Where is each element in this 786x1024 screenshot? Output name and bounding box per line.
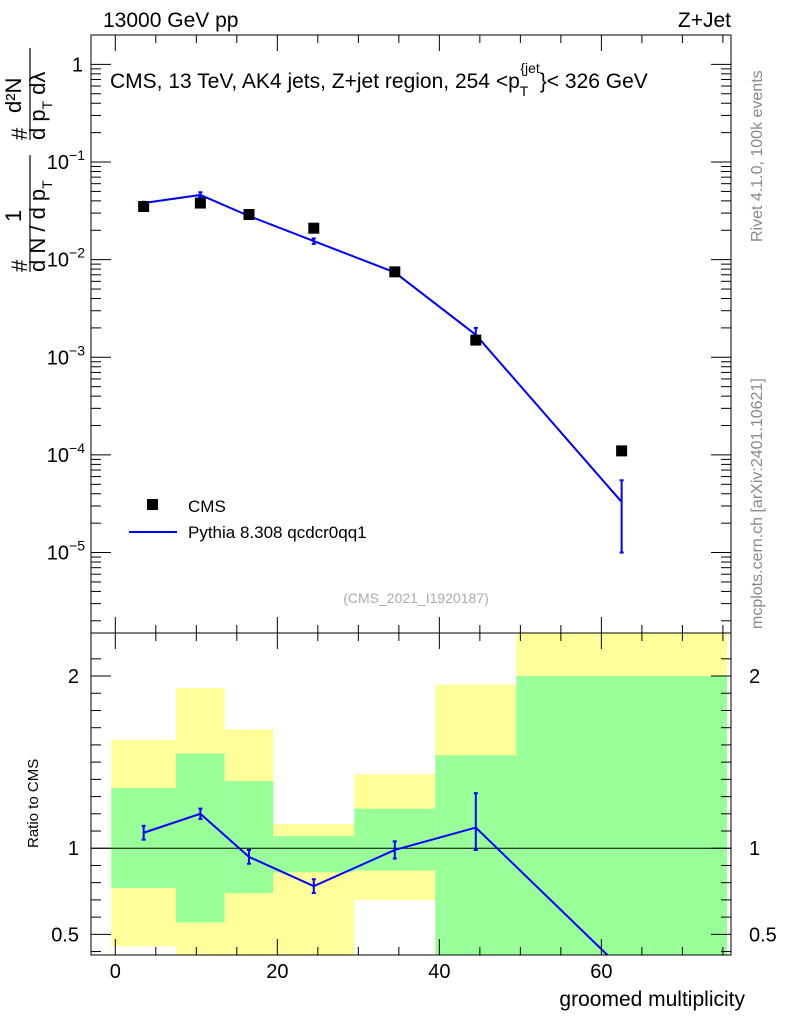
ratio-band-inner (435, 755, 517, 955)
main-ytick-label: 10−1 (47, 147, 85, 174)
x-tick-label: 60 (590, 961, 612, 983)
x-axis-label: groomed multiplicity (559, 988, 745, 1011)
cms-data-point (308, 222, 320, 234)
plot-title: CMS, 13 TeV, AK4 jets, Z+jet region, 254… (110, 60, 648, 99)
mc-line (143, 193, 623, 503)
ylabel-hash-1: # (7, 259, 32, 272)
x-tick-label: 40 (428, 961, 450, 983)
main-ylabel: # 1 d N / d pT # d²N d pTdλ (1, 48, 55, 272)
main-panel: 1 10−1 10−2 10−3 10−4 10−5 CMS, 13 TeV, AK4 j… (1, 34, 732, 634)
mcplots-label: mcplots.cern.ch [arXiv:2401.10621] (749, 378, 766, 629)
legend: CMS Pythia 8.308 qcdcr0qq1 (129, 497, 367, 542)
main-ytick-label: 1 (72, 54, 83, 76)
ylabel-dp: d pTdλ (25, 72, 55, 140)
ratio-ytick-label-left: 1 (68, 838, 79, 860)
ratio-band-inner (273, 836, 355, 873)
ratio-ytick-label-right: 2 (749, 666, 760, 688)
main-ytick-label: 10−4 (47, 440, 85, 467)
plot-title-sub: T (520, 83, 529, 99)
plot-title-tail: }< 326 GeV (540, 70, 648, 93)
main-ytick-label: 10−5 (47, 538, 85, 565)
ratio-ytick-label-left: 2 (68, 666, 79, 688)
cms-data-point (616, 445, 628, 457)
ylabel-dn: d N / d pT (25, 180, 55, 272)
ylabel-one: 1 (1, 210, 26, 222)
cms-data-point (389, 266, 401, 278)
ratio-band-inner (516, 676, 727, 955)
ylabel-hash-2: # (7, 127, 32, 140)
cms-data-point (138, 201, 150, 213)
header-right-label: Z+Jet (678, 9, 731, 32)
ratio-ytick-label-right: 0.5 (749, 924, 777, 946)
header-left-label: 13000 GeV pp (103, 9, 238, 32)
rivet-label: Rivet 4.1.0, 100k events (749, 70, 766, 242)
main-ytick-label: 10−2 (47, 245, 85, 272)
ylabel-d2n: d²N (1, 78, 26, 113)
main-frame (90, 34, 732, 634)
ratio-panel: 0.5 0.51 12 20 20 40 60 Ratio to CMS groomed m… (25, 632, 777, 1011)
analysis-id: (CMS_2021_I1920187) (343, 590, 489, 606)
ratio-ytick-label-right: 1 (749, 838, 760, 860)
plot-title-sup: {jet (520, 60, 540, 76)
cms-data-point (470, 334, 482, 346)
ratio-band-inner (354, 808, 436, 871)
ratio-frame (90, 632, 732, 956)
legend-marker-cms (147, 499, 158, 510)
x-tick-label: 20 (266, 961, 288, 983)
ratio-band-inner (176, 753, 225, 923)
ratio-ylabel: Ratio to CMS (25, 759, 42, 848)
cms-data-point (243, 209, 255, 221)
plot-title-main: CMS, 13 TeV, AK4 jets, Z+jet region, 254… (110, 70, 520, 93)
legend-label-cms: CMS (188, 497, 226, 516)
ratio-band-inner (224, 781, 274, 894)
ratio-ytick-label-left: 0.5 (51, 924, 79, 946)
x-tick-label: 0 (110, 961, 121, 983)
svg-text:CMS, 13 TeV, AK4 jets, Z+jet r: CMS, 13 TeV, AK4 jets, Z+jet region, 254… (110, 60, 648, 99)
legend-label-mc: Pythia 8.308 qcdcr0qq1 (188, 523, 367, 542)
cms-data-point (194, 197, 206, 209)
main-ytick-label: 10−3 (47, 342, 85, 369)
